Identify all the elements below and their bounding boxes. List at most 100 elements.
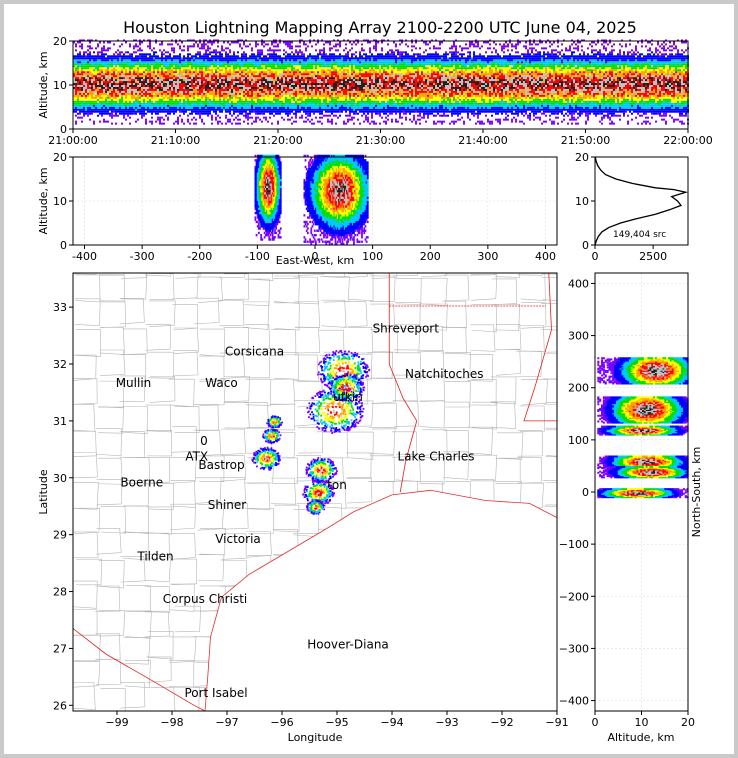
altitude-time-cell [133, 47, 135, 50]
altitude-time-cell [353, 53, 355, 56]
altitude-time-cell [285, 61, 287, 64]
altitude-time-cell [87, 71, 89, 74]
altitude-time-cell [163, 85, 165, 87]
altitude-time-cell [335, 59, 337, 62]
altitude-time-cell [279, 100, 281, 103]
altitude-time-cell [331, 92, 333, 95]
altitude-time-cell [131, 55, 133, 58]
altitude-time-cell [257, 96, 259, 99]
altitude-time-cell [357, 77, 359, 80]
altitude-time-cell [247, 86, 249, 89]
altitude-time-cell [231, 67, 233, 70]
altitude-time-cell [221, 69, 223, 72]
altitude-time-cell [155, 98, 157, 101]
altitude-time-cell [109, 71, 111, 74]
altitude-time-cell [161, 79, 163, 82]
altitude-time-cell [285, 75, 287, 78]
altitude-time-cell [211, 86, 213, 89]
altitude-time-cell [337, 86, 339, 89]
altitude-time-cell [279, 83, 281, 85]
altitude-time-cell [127, 100, 129, 103]
altitude-time-cell [247, 59, 249, 62]
altitude-time-cell [311, 88, 313, 91]
altitude-time-cell [199, 108, 201, 111]
altitude-time-cell [327, 92, 329, 95]
altitude-time-cell [291, 102, 293, 105]
altitude-time-cell [99, 83, 101, 85]
altitude-time-cell [265, 86, 267, 89]
altitude-time-cell [245, 39, 247, 42]
altitude-time-cell [241, 77, 243, 80]
altitude-time-cell [293, 85, 295, 87]
altitude-time-cell [323, 98, 325, 101]
altitude-time-cell [275, 67, 277, 70]
altitude-time-cell [127, 86, 129, 89]
altitude-time-cell [267, 49, 269, 52]
altitude-time-cell [129, 73, 131, 76]
altitude-time-cell [345, 94, 347, 97]
altitude-time-cell [207, 106, 209, 109]
altitude-time-cell [315, 57, 317, 60]
altitude-time-cell [185, 100, 187, 103]
altitude-time-cell [109, 90, 111, 93]
altitude-time-cell [83, 100, 85, 103]
altitude-time-cell [295, 71, 297, 74]
altitude-time-cell [207, 92, 209, 95]
altitude-time-cell [91, 108, 93, 111]
altitude-time-cell [219, 79, 221, 82]
altitude-time-cell [99, 92, 101, 95]
altitude-time-cell [269, 83, 271, 85]
altitude-time-cell [243, 73, 245, 76]
altitude-time-cell [163, 71, 165, 74]
altitude-time-cell [179, 77, 181, 80]
altitude-time-cell [85, 112, 87, 115]
altitude-time-cell [293, 83, 295, 85]
altitude-time-cell [145, 55, 147, 58]
altitude-time-cell [203, 61, 205, 64]
altitude-time-cell [223, 69, 225, 72]
altitude-time-cell [167, 85, 169, 87]
altitude-time-cell [223, 104, 225, 107]
altitude-time-cell [269, 53, 271, 56]
altitude-time-cell [121, 79, 123, 82]
altitude-time-cell [279, 69, 281, 72]
altitude-time-cell [115, 73, 117, 76]
altitude-time-cell [181, 41, 183, 44]
altitude-time-cell [335, 81, 337, 84]
altitude-time-cell [203, 75, 205, 78]
altitude-time-cell [189, 102, 191, 105]
altitude-time-cell [319, 49, 321, 52]
altitude-time-cell [267, 108, 269, 111]
altitude-time-cell [257, 83, 259, 85]
altitude-time-cell [281, 83, 283, 85]
altitude-time-cell [255, 43, 257, 46]
altitude-time-cell [141, 85, 143, 87]
altitude-time-cell [325, 61, 327, 64]
altitude-time-cell [253, 83, 255, 85]
altitude-time-cell [125, 75, 127, 78]
altitude-time-cell [261, 39, 263, 42]
altitude-time-cell [141, 41, 143, 44]
altitude-time-cell [111, 55, 113, 58]
altitude-time-cell [119, 86, 121, 89]
altitude-time-cell [189, 71, 191, 74]
altitude-time-cell [85, 94, 87, 97]
altitude-time-cell [133, 85, 135, 87]
altitude-time-cell [89, 118, 91, 121]
altitude-time-cell [165, 65, 167, 68]
altitude-time-cell [175, 104, 177, 107]
altitude-time-cell [113, 65, 115, 68]
altitude-time-cell [295, 92, 297, 95]
altitude-time-cell [293, 59, 295, 62]
altitude-time-cell [95, 96, 97, 99]
altitude-time-cell [81, 65, 83, 68]
altitude-time-cell [117, 49, 119, 52]
altitude-time-cell [79, 104, 81, 107]
altitude-time-cell [123, 53, 125, 56]
altitude-time-cell [219, 51, 221, 54]
altitude-time-cell [155, 71, 157, 74]
altitude-time-cell [321, 106, 323, 109]
altitude-time-cell [321, 94, 323, 97]
altitude-time-cell [141, 55, 143, 58]
altitude-time-cell [357, 100, 359, 103]
